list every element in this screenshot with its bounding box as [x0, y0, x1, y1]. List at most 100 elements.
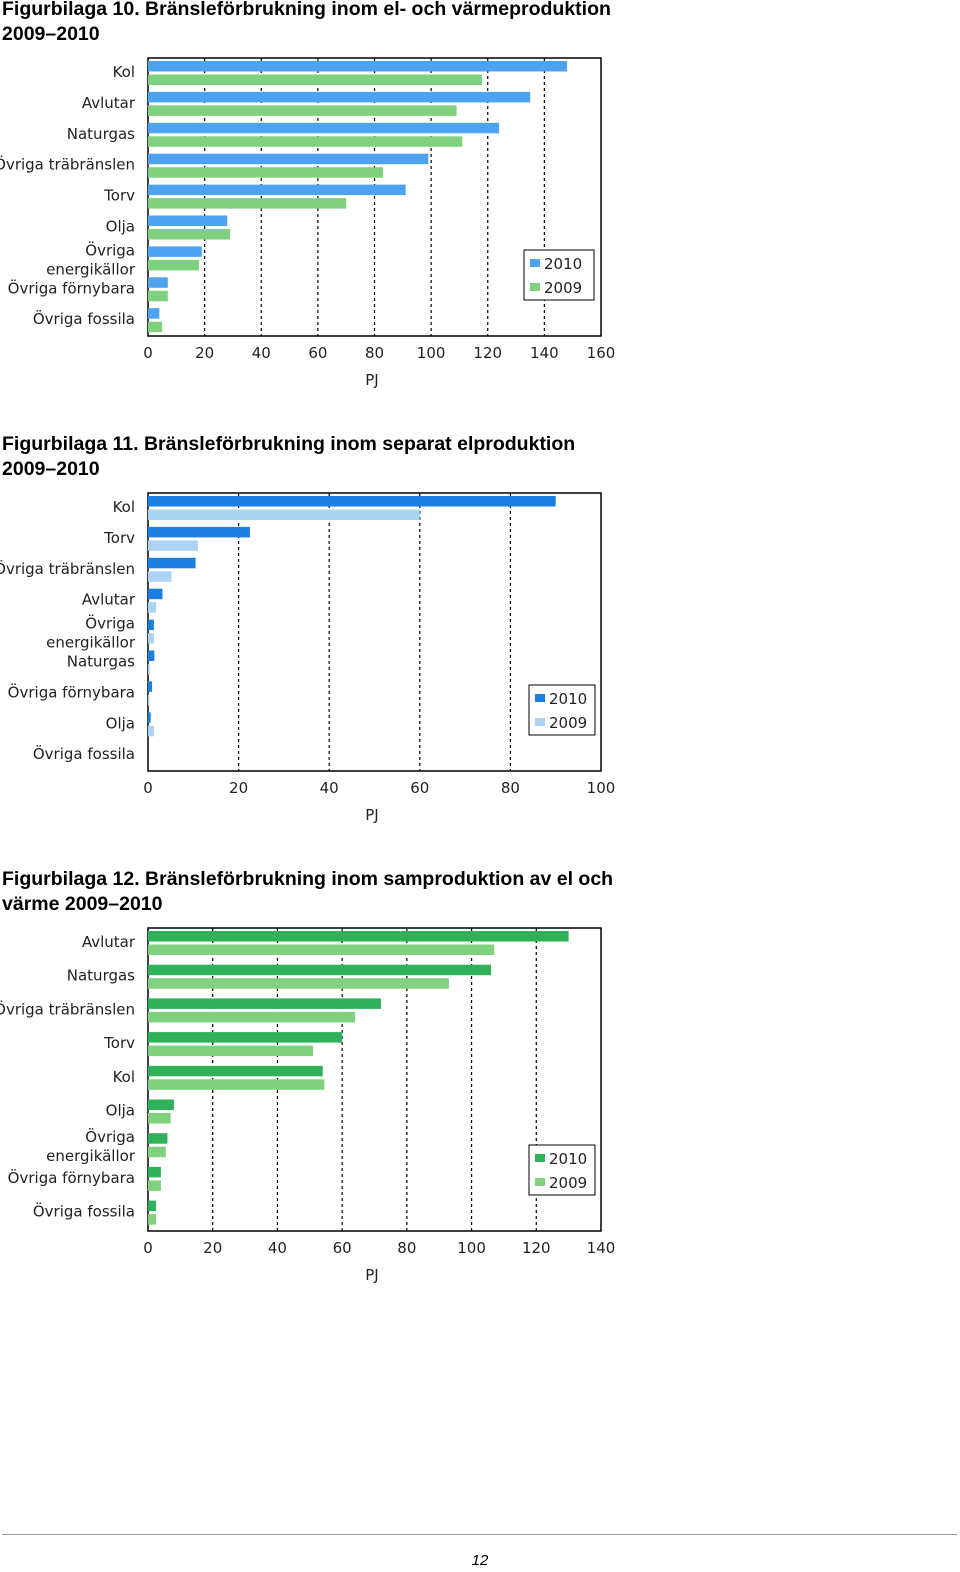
category-label: Övriga	[85, 614, 135, 633]
legend-label: 2009	[549, 714, 587, 732]
x-tick-label: 80	[501, 779, 520, 797]
x-tick-label: 0	[143, 1239, 153, 1257]
x-tick-label: 140	[530, 344, 559, 362]
bar-2009-naturgas	[148, 136, 463, 147]
category-label: Torv	[103, 1034, 135, 1052]
legend-swatch	[535, 1154, 545, 1162]
bar-2010-torv	[148, 184, 406, 196]
category-label: Övriga träbränslen	[0, 155, 135, 174]
category-label: Kol	[113, 63, 135, 81]
figure-11-title: Figurbilaga 11. Bränsleförbrukning inom …	[2, 432, 702, 482]
bar-2010-kol	[148, 1065, 323, 1077]
category-label: Övriga förnybara	[8, 278, 135, 297]
bar-2010-övriga-träbränslen	[148, 557, 196, 569]
bar-2010-övriga-förnybara	[148, 277, 168, 288]
legend-box	[528, 684, 596, 736]
bar-2010-avlutar	[148, 91, 531, 103]
category-label: Naturgas	[67, 653, 135, 671]
category-label: Kol	[113, 1068, 135, 1086]
legend-box	[523, 249, 595, 301]
x-tick-label: 0	[143, 779, 153, 797]
bar-2009-torv	[148, 540, 198, 551]
bar-2010-övriga-fossila	[148, 308, 160, 319]
bar-2010-övriga-energikällor	[148, 1133, 168, 1144]
bar-2010-övriga-fossila	[148, 1200, 157, 1212]
category-label: energikällor	[46, 260, 136, 278]
bar-2009-övriga-förnybara	[148, 1180, 161, 1191]
bar-2010-torv	[148, 526, 250, 538]
bar-2009-övriga-energikällor	[148, 633, 154, 644]
category-label: Olja	[106, 1102, 135, 1120]
category-label: Avlutar	[82, 933, 136, 951]
category-label: Olja	[106, 218, 135, 236]
bar-2009-övriga-träbränslen	[148, 167, 383, 178]
bar-2010-kol	[148, 496, 556, 507]
bar-2010-övriga-träbränslen	[148, 153, 429, 165]
figure-11-title-line2: 2009–2010	[2, 458, 100, 480]
x-tick-label: 40	[268, 1239, 287, 1257]
category-label: Övriga träbränslen	[0, 999, 135, 1018]
bar-2010-torv	[148, 1032, 343, 1043]
bar-2009-torv	[148, 198, 347, 209]
x-tick-label: 40	[320, 779, 339, 797]
x-tick-label: 0	[143, 344, 153, 362]
bar-2010-avlutar	[148, 931, 569, 942]
category-label: Avlutar	[82, 94, 136, 112]
figure-12-title-line1: Figurbilaga 12. Bränsleförbrukning inom …	[2, 868, 614, 890]
category-label: Torv	[103, 187, 135, 205]
figure-10-title-line2: 2009–2010	[2, 23, 100, 45]
bar-2010-övriga-energikällor	[148, 619, 154, 631]
bar-2010-naturgas	[148, 122, 500, 134]
bar-2009-kol	[148, 74, 483, 85]
bar-2009-olja	[148, 1113, 171, 1124]
bar-2009-övriga-träbränslen	[148, 571, 172, 582]
bar-2009-övriga-energikällor	[148, 1146, 166, 1158]
legend-label: 2010	[544, 255, 582, 273]
category-label: Övriga	[85, 240, 135, 259]
bar-2009-torv	[148, 1045, 314, 1057]
x-tick-label: 100	[417, 344, 446, 362]
category-label: Övriga	[85, 1127, 135, 1146]
bar-2010-olja	[148, 215, 228, 226]
legend-swatch	[530, 283, 540, 291]
x-tick-label: 80	[365, 344, 384, 362]
figure-12-title-line2: värme 2009–2010	[2, 893, 163, 915]
bar-2010-olja	[148, 1099, 174, 1110]
legend-swatch	[535, 694, 545, 702]
bar-2010-avlutar	[148, 588, 163, 600]
x-axis-label: PJ	[365, 371, 378, 389]
page-number: 12	[471, 1552, 489, 1569]
category-label: Övriga träbränslen	[0, 559, 135, 578]
bar-2009-naturgas	[148, 978, 449, 989]
category-label: Övriga fossila	[33, 309, 135, 328]
legend-label: 2009	[544, 279, 582, 297]
x-tick-label: 20	[195, 344, 214, 362]
figure-10-title: Figurbilaga 10. Bränsleförbrukning inom …	[2, 0, 702, 47]
x-tick-label: 120	[522, 1239, 551, 1257]
plot-area	[147, 492, 602, 772]
legend-swatch	[535, 718, 545, 726]
category-label: Avlutar	[82, 591, 136, 609]
bar-2010-kol	[148, 61, 568, 72]
x-tick-label: 160	[587, 344, 616, 362]
x-tick-label: 80	[397, 1239, 416, 1257]
category-label: Naturgas	[67, 125, 135, 143]
legend-label: 2009	[549, 1174, 587, 1192]
x-axis-label: PJ	[365, 806, 378, 824]
figure-10-chart: Kol Avlutar Naturgas Övriga träbränslen Torv…	[0, 57, 616, 389]
figure-11-chart: Kol Torv Övriga träbränslen Avlutar Övrigaen…	[0, 492, 616, 824]
category-label: energikällor	[46, 1147, 136, 1165]
x-tick-label: 60	[410, 779, 429, 797]
category-label: Övriga förnybara	[8, 1168, 135, 1187]
x-tick-label: 100	[457, 1239, 486, 1257]
category-label: Olja	[106, 714, 135, 732]
bar-2010-övriga-träbränslen	[148, 998, 381, 1009]
bar-2009-övriga-förnybara	[148, 694, 150, 706]
bar-2010-naturgas	[148, 650, 155, 661]
bar-2010-naturgas	[148, 964, 491, 976]
category-label: Övriga fossila	[33, 1202, 135, 1221]
x-tick-label: 100	[587, 779, 616, 797]
category-label: Övriga förnybara	[8, 682, 135, 701]
category-label: energikällor	[46, 634, 136, 652]
figure-11-title-line1: Figurbilaga 11. Bränsleförbrukning inom …	[2, 433, 576, 455]
